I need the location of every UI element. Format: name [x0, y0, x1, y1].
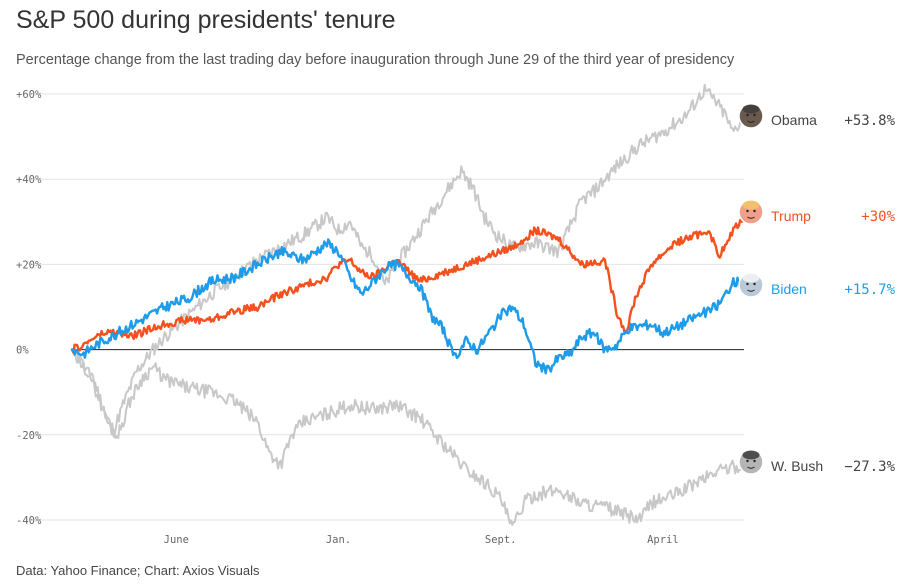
series-label-trump: Trump: [771, 208, 811, 224]
series-line-w-bush: [71, 346, 743, 526]
biden-face-icon: [738, 272, 764, 298]
series-line-trump: [70, 218, 743, 354]
label-layer: Obama +53.8% W. Bush −27.3% Trump +30% Biden +1…: [738, 103, 896, 475]
series-layer: [70, 83, 743, 526]
chart-title: S&P 500 during presidents' tenure: [16, 6, 396, 34]
x-tick-label: Jan.: [326, 534, 351, 546]
grid-layer: +60% +40% +20% 0% -20% -40% June Jan. Sept. April: [16, 89, 744, 546]
y-tick-label: -40%: [16, 515, 42, 527]
series-end-value-trump: +30%: [861, 209, 895, 225]
series-label-w-bush: W. Bush: [771, 458, 823, 474]
source-note: Data: Yahoo Finance; Chart: Axios Visual…: [16, 563, 260, 578]
x-tick-label: Sept.: [485, 534, 517, 546]
series-label-biden: Biden: [771, 281, 807, 297]
y-tick-label: +60%: [16, 89, 42, 101]
y-tick-label: -20%: [16, 430, 42, 442]
series-end-value-obama: +53.8%: [844, 113, 895, 129]
x-tick-label: April: [647, 534, 679, 546]
line-chart: +60% +40% +20% 0% -20% -40% June Jan. Sept. April…: [16, 83, 896, 546]
trump-face-icon: [738, 199, 764, 225]
obama-face-icon: [738, 103, 764, 129]
chart-subtitle: Percentage change from the last trading …: [16, 52, 735, 68]
y-tick-label: +20%: [16, 259, 42, 271]
series-end-value-w-bush: −27.3%: [844, 459, 895, 475]
y-tick-label: +40%: [16, 174, 42, 186]
series-label-obama: Obama: [771, 112, 817, 128]
x-tick-label: June: [164, 534, 189, 546]
series-end-value-biden: +15.7%: [844, 282, 895, 298]
wbush-face-icon: [738, 449, 764, 475]
y-tick-label: 0%: [16, 345, 29, 357]
series-line-biden: [70, 238, 743, 375]
